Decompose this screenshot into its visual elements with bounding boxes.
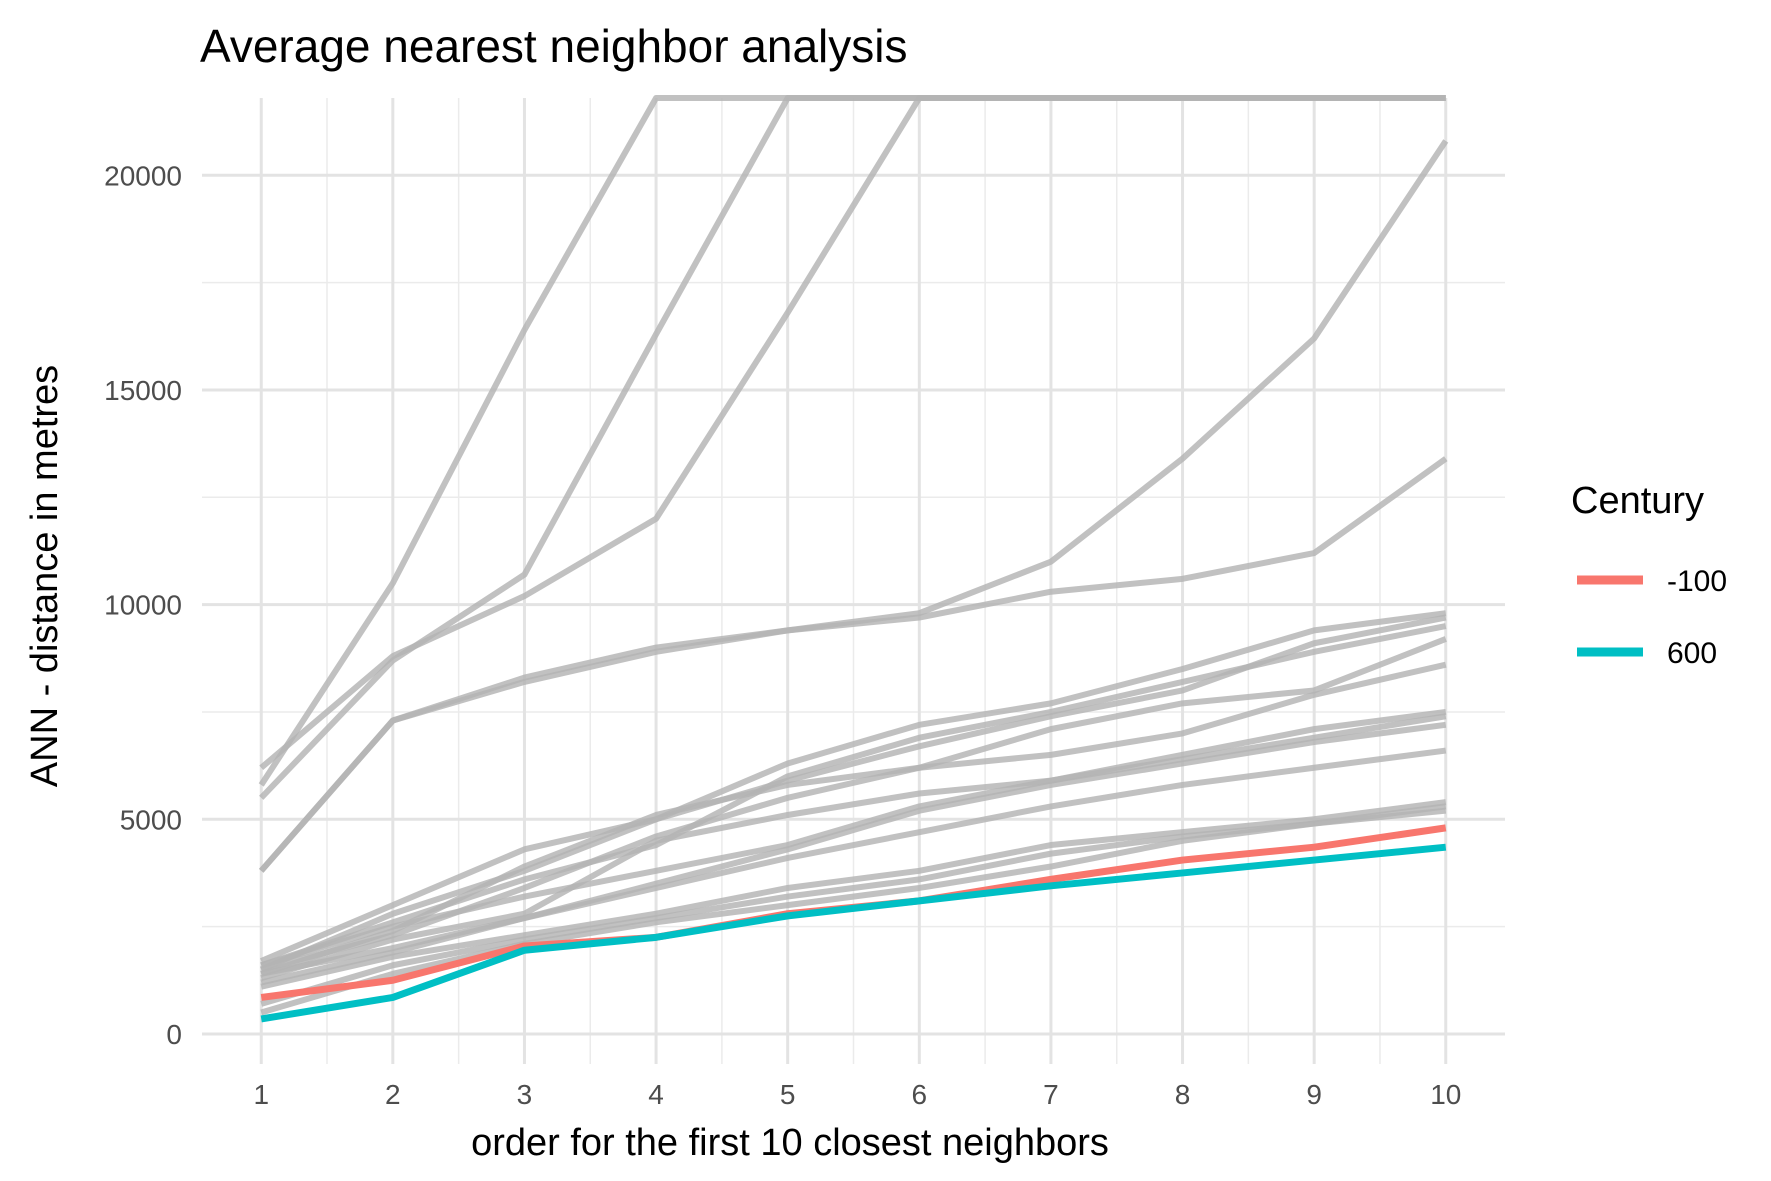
background-series-line bbox=[260, 661, 1447, 977]
legend-label-minus-100: -100 bbox=[1667, 565, 1727, 598]
x-tick-label: 6 bbox=[912, 1079, 928, 1110]
major-gridlines bbox=[202, 98, 1505, 1064]
series-line-600 bbox=[260, 843, 1447, 1023]
y-tick-label: 0 bbox=[166, 1019, 182, 1050]
x-tick-label: 1 bbox=[253, 1079, 269, 1110]
background-series-line bbox=[260, 747, 1447, 986]
y-tick-label: 15000 bbox=[104, 375, 182, 406]
highlighted-series-group bbox=[260, 824, 1447, 1023]
x-tick-label: 9 bbox=[1306, 1079, 1322, 1110]
x-axis-tick-labels: 1 2 3 4 5 6 7 8 9 10 bbox=[253, 1079, 1461, 1110]
x-tick-label: 3 bbox=[517, 1079, 533, 1110]
x-tick-label: 7 bbox=[1043, 1079, 1059, 1110]
x-axis-title: order for the first 10 closest neighbors bbox=[471, 1122, 1109, 1164]
legend: Century -100 600 bbox=[1571, 480, 1727, 670]
background-series-line bbox=[260, 610, 1447, 964]
y-tick-label: 20000 bbox=[104, 160, 182, 191]
background-series-line bbox=[259, 95, 1446, 771]
background-series-line bbox=[260, 799, 1447, 990]
x-tick-label: 5 bbox=[780, 1079, 796, 1110]
background-series-line bbox=[260, 708, 1447, 982]
background-series-line bbox=[260, 713, 1447, 969]
legend-label-600: 600 bbox=[1667, 637, 1717, 670]
y-tick-label: 5000 bbox=[120, 804, 182, 835]
x-tick-label: 10 bbox=[1430, 1079, 1461, 1110]
y-tick-label: 10000 bbox=[104, 590, 182, 621]
y-axis-tick-labels: 0 5000 10000 15000 20000 bbox=[104, 160, 182, 1050]
chart-title: Average nearest neighbor analysis bbox=[200, 20, 908, 72]
background-series-line bbox=[258, 456, 1448, 873]
x-tick-label: 8 bbox=[1175, 1079, 1191, 1110]
background-series-group bbox=[258, 95, 1449, 1016]
legend-title: Century bbox=[1571, 480, 1704, 522]
x-tick-label: 4 bbox=[648, 1079, 664, 1110]
background-series-line bbox=[260, 807, 1447, 1016]
y-axis-title: ANN - distance in metres bbox=[24, 365, 66, 787]
x-tick-label: 2 bbox=[385, 1079, 401, 1110]
